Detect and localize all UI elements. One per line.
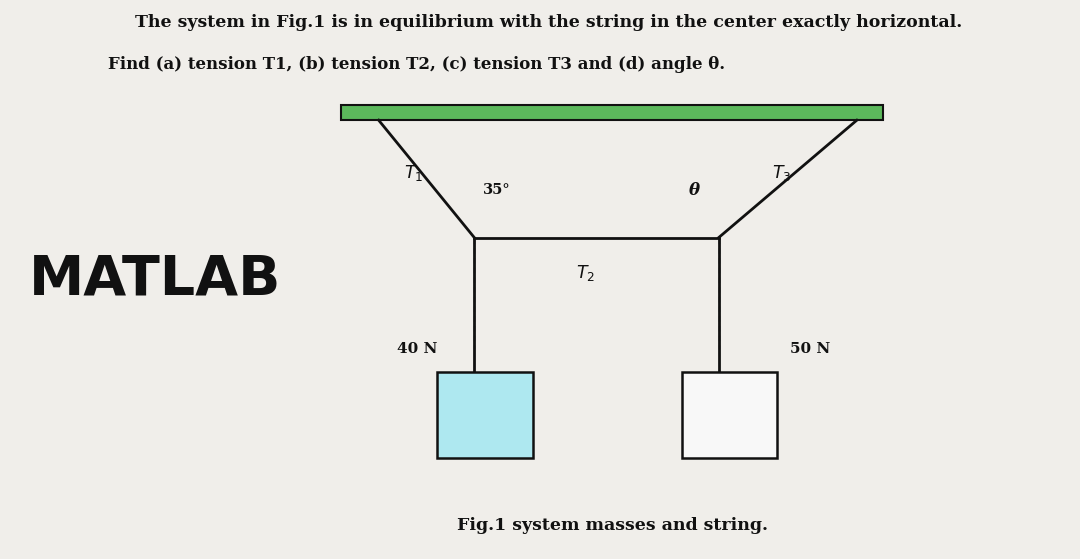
- Text: $\mathit{T}_2$: $\mathit{T}_2$: [577, 263, 595, 283]
- Text: $\mathit{T}_3$: $\mathit{T}_3$: [772, 163, 792, 183]
- Text: 40 N: 40 N: [396, 342, 437, 357]
- Text: MATLAB: MATLAB: [29, 253, 282, 306]
- Text: Find (a) tension T1, (b) tension T2, (c) tension T3 and (d) angle θ.: Find (a) tension T1, (b) tension T2, (c)…: [108, 56, 725, 73]
- Bar: [437, 372, 532, 458]
- Text: The system in Fig.1 is in equilibrium with the string in the center exactly hori: The system in Fig.1 is in equilibrium wi…: [135, 14, 962, 31]
- Bar: [341, 105, 883, 120]
- Text: 50 N: 50 N: [789, 342, 831, 357]
- Text: $\mathit{T}_1$: $\mathit{T}_1$: [404, 163, 423, 183]
- Text: Fig.1 system masses and string.: Fig.1 system masses and string.: [457, 517, 768, 534]
- Text: 35°: 35°: [483, 183, 511, 197]
- Text: θ: θ: [688, 182, 700, 198]
- Bar: [681, 372, 778, 458]
